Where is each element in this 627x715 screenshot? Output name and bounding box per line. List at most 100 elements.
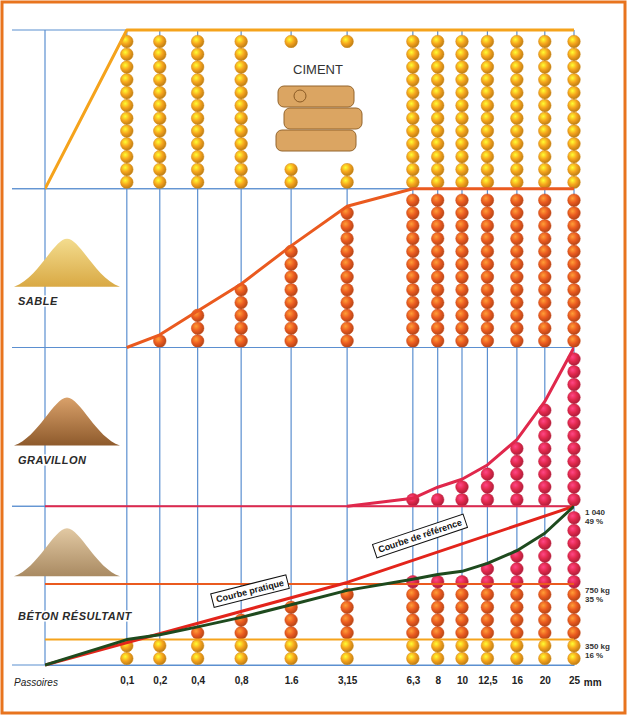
ball <box>341 627 354 640</box>
ball <box>191 652 204 665</box>
ball <box>456 176 469 189</box>
curve-label: Courbe pratique <box>211 575 290 608</box>
ball <box>121 163 134 176</box>
ball <box>568 207 581 220</box>
ball <box>511 575 524 588</box>
ball <box>539 35 552 48</box>
curve-label-box <box>211 575 290 608</box>
cement-bag <box>278 86 354 107</box>
ball <box>481 232 494 245</box>
x-tick-label: 0,2 <box>153 675 167 686</box>
ball <box>568 563 581 576</box>
ball <box>235 35 248 48</box>
ball <box>568 322 581 335</box>
ball <box>539 86 552 99</box>
ball-column <box>539 404 552 506</box>
ball <box>568 61 581 74</box>
x-tick-label: 8 <box>435 675 441 686</box>
composition-mass-label: 350 kg <box>585 642 610 651</box>
panel-title: SABLE <box>18 295 58 307</box>
x-tick: 3,15 <box>338 665 358 686</box>
x-tick: 25 <box>569 665 581 686</box>
ball <box>431 35 444 48</box>
ball <box>511 74 524 87</box>
ball <box>481 639 494 652</box>
ball <box>456 125 469 138</box>
ball <box>407 176 420 189</box>
ball <box>539 271 552 284</box>
ball <box>431 652 444 665</box>
x-tick-label: 10 <box>457 675 469 686</box>
ball <box>511 86 524 99</box>
ball <box>539 207 552 220</box>
ball <box>456 322 469 335</box>
panel: GRAVILLON <box>14 348 580 507</box>
x-axis: 0,10,20,40,81.63,156,381012,5162025 <box>46 665 581 686</box>
ball <box>481 207 494 220</box>
ball <box>407 258 420 271</box>
ball <box>456 481 469 494</box>
ball-column <box>481 35 494 188</box>
ball <box>456 588 469 601</box>
ball <box>511 35 524 48</box>
ball <box>341 601 354 614</box>
ball-column <box>456 194 469 347</box>
ball <box>456 614 469 627</box>
ball <box>511 220 524 233</box>
ball <box>431 138 444 151</box>
ball <box>511 481 524 494</box>
ball <box>121 138 134 151</box>
ball <box>511 563 524 576</box>
ball <box>568 245 581 258</box>
ball <box>568 442 581 455</box>
panel-title: BÉTON RÉSULTANT <box>18 610 133 622</box>
composition-level-line <box>45 505 574 507</box>
ball <box>456 194 469 207</box>
ball <box>456 335 469 348</box>
ball <box>456 163 469 176</box>
ball <box>539 493 552 506</box>
ball <box>456 493 469 506</box>
curve <box>45 506 574 665</box>
x-tick-label: 3,15 <box>338 675 358 686</box>
ball <box>431 245 444 258</box>
ball <box>456 61 469 74</box>
ball <box>511 588 524 601</box>
heap-icon <box>14 239 120 287</box>
ball <box>341 335 354 348</box>
ball <box>568 614 581 627</box>
ball <box>407 86 420 99</box>
ball <box>407 35 420 48</box>
x-tick: 1.6 <box>285 665 299 686</box>
ball <box>481 220 494 233</box>
ball <box>539 335 552 348</box>
ball <box>568 232 581 245</box>
ball <box>511 207 524 220</box>
ball <box>539 601 552 614</box>
ball <box>431 627 444 640</box>
ball <box>235 309 248 322</box>
ball <box>481 493 494 506</box>
ball <box>431 125 444 138</box>
x-tick: 20 <box>540 665 552 686</box>
ball <box>285 296 298 309</box>
ball <box>235 138 248 151</box>
ball <box>431 493 444 506</box>
ball <box>568 575 581 588</box>
x-tick-label: 16 <box>512 675 524 686</box>
curve-layer <box>45 30 574 189</box>
ball <box>191 176 204 189</box>
ball-column <box>456 481 469 506</box>
ball <box>511 176 524 189</box>
ball <box>481 481 494 494</box>
ball-column <box>407 575 420 664</box>
panel: CIMENT <box>45 30 580 189</box>
ball <box>511 48 524 61</box>
ball <box>568 481 581 494</box>
ball <box>285 163 298 176</box>
ball <box>568 125 581 138</box>
x-tick-label: 6,3 <box>406 675 420 686</box>
ball <box>568 150 581 163</box>
ball <box>511 296 524 309</box>
ball <box>456 639 469 652</box>
